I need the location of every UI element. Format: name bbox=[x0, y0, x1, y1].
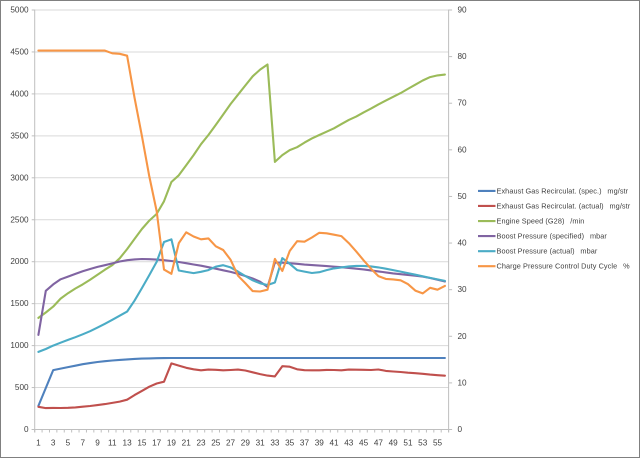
svg-text:500: 500 bbox=[15, 383, 29, 392]
svg-text:30: 30 bbox=[458, 285, 468, 294]
svg-text:17: 17 bbox=[152, 438, 162, 447]
svg-text:39: 39 bbox=[315, 438, 325, 447]
svg-text:3: 3 bbox=[51, 438, 56, 447]
svg-text:40: 40 bbox=[458, 239, 468, 248]
svg-text:27: 27 bbox=[226, 438, 236, 447]
svg-text:10: 10 bbox=[458, 378, 468, 387]
svg-text:41: 41 bbox=[329, 438, 339, 447]
svg-text:53: 53 bbox=[418, 438, 428, 447]
svg-text:21: 21 bbox=[182, 438, 192, 447]
svg-text:0: 0 bbox=[24, 425, 29, 434]
svg-text:23: 23 bbox=[196, 438, 206, 447]
svg-text:Exhaust Gas Recirculat. (spec.: Exhaust Gas Recirculat. (spec.) mg/str bbox=[497, 186, 629, 195]
svg-text:1: 1 bbox=[36, 438, 41, 447]
svg-text:70: 70 bbox=[458, 99, 468, 108]
svg-text:3000: 3000 bbox=[10, 173, 29, 182]
svg-text:47: 47 bbox=[374, 438, 384, 447]
svg-text:9: 9 bbox=[95, 438, 100, 447]
svg-text:2000: 2000 bbox=[10, 257, 29, 266]
svg-text:3500: 3500 bbox=[10, 131, 29, 140]
svg-text:43: 43 bbox=[344, 438, 354, 447]
svg-text:60: 60 bbox=[458, 145, 468, 154]
svg-text:35: 35 bbox=[285, 438, 295, 447]
svg-text:37: 37 bbox=[300, 438, 310, 447]
svg-text:45: 45 bbox=[359, 438, 369, 447]
svg-text:7: 7 bbox=[80, 438, 85, 447]
svg-text:90: 90 bbox=[458, 6, 468, 15]
svg-text:25: 25 bbox=[211, 438, 221, 447]
svg-text:51: 51 bbox=[403, 438, 413, 447]
svg-text:2500: 2500 bbox=[10, 215, 29, 224]
svg-text:80: 80 bbox=[458, 52, 468, 61]
svg-text:1000: 1000 bbox=[10, 341, 29, 350]
svg-text:5000: 5000 bbox=[10, 6, 29, 15]
svg-text:4500: 4500 bbox=[10, 47, 29, 56]
svg-text:31: 31 bbox=[256, 438, 266, 447]
svg-text:5: 5 bbox=[66, 438, 71, 447]
svg-text:33: 33 bbox=[270, 438, 280, 447]
svg-text:Engine Speed (G28) /min: Engine Speed (G28) /min bbox=[497, 217, 585, 226]
svg-text:20: 20 bbox=[458, 332, 468, 341]
svg-text:Boost Pressure (specified) mb: Boost Pressure (specified) mbar bbox=[497, 232, 608, 241]
svg-text:1500: 1500 bbox=[10, 299, 29, 308]
svg-text:Charge Pressure Control Duty C: Charge Pressure Control Duty Cycle % bbox=[497, 262, 631, 271]
svg-text:4000: 4000 bbox=[10, 89, 29, 98]
svg-text:19: 19 bbox=[167, 438, 177, 447]
svg-text:Boost Pressure (actual) mbar: Boost Pressure (actual) mbar bbox=[497, 247, 598, 256]
svg-text:50: 50 bbox=[458, 192, 468, 201]
svg-text:49: 49 bbox=[389, 438, 399, 447]
svg-text:0: 0 bbox=[458, 425, 463, 434]
svg-text:11: 11 bbox=[108, 438, 117, 447]
svg-text:15: 15 bbox=[137, 438, 147, 447]
svg-text:Exhaust Gas Recirculat. (actua: Exhaust Gas Recirculat. (actual) mg/str bbox=[497, 201, 631, 210]
svg-text:13: 13 bbox=[123, 438, 133, 447]
svg-text:55: 55 bbox=[433, 438, 443, 447]
svg-text:29: 29 bbox=[241, 438, 251, 447]
